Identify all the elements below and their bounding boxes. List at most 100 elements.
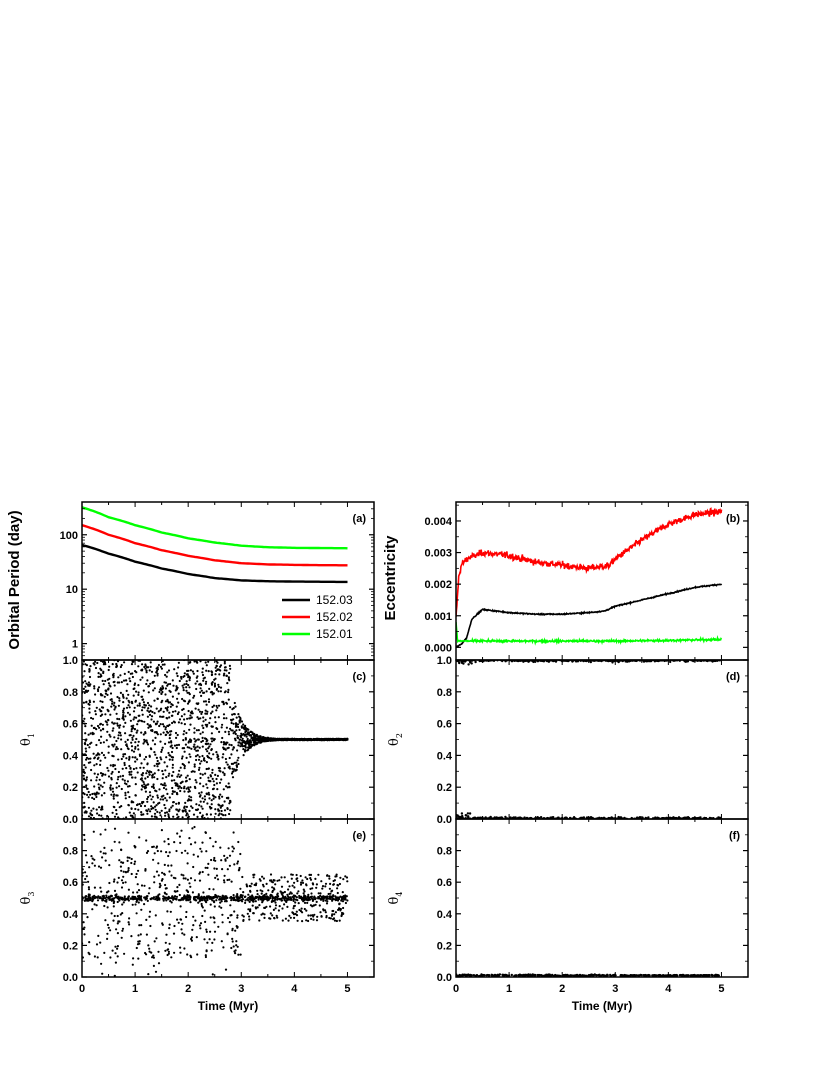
point: [186, 673, 189, 676]
point: [201, 736, 204, 740]
point: [312, 918, 315, 921]
point: [112, 755, 115, 758]
point: [218, 767, 222, 770]
point: [217, 758, 220, 761]
y-axis-title: θ3: [19, 892, 36, 905]
point: [338, 882, 341, 886]
ytick-label: 10: [66, 584, 78, 596]
point: [216, 727, 219, 731]
point: [168, 942, 171, 945]
point: [330, 914, 334, 917]
point: [168, 870, 171, 873]
point: [225, 669, 228, 672]
point: [116, 778, 119, 781]
point: [246, 912, 249, 915]
point: [223, 874, 226, 877]
point: [337, 897, 340, 900]
point: [595, 974, 598, 977]
point: [198, 766, 201, 769]
point: [197, 708, 200, 711]
point: [229, 809, 232, 812]
point: [166, 706, 169, 709]
series-line-a-0: [82, 543, 348, 584]
point: [100, 890, 103, 893]
point: [193, 727, 196, 730]
point: [223, 800, 226, 803]
point: [146, 812, 149, 815]
point: [139, 778, 142, 781]
point: [182, 675, 185, 679]
point: [183, 790, 186, 793]
point: [228, 671, 231, 675]
point: [230, 946, 233, 950]
point: [223, 898, 226, 901]
point: [171, 790, 174, 793]
point: [295, 873, 298, 877]
point: [100, 735, 103, 738]
point: [98, 814, 101, 817]
point: [178, 679, 181, 683]
point: [201, 667, 204, 670]
point: [203, 909, 206, 912]
point: [146, 763, 149, 766]
point: [154, 753, 157, 756]
point: [307, 738, 311, 741]
panel-d: 0.00.20.40.60.81.0(d)θ2: [387, 655, 749, 826]
point: [213, 867, 216, 870]
ytick-label: 0.004: [424, 516, 452, 528]
point: [83, 771, 86, 775]
point: [204, 896, 207, 899]
point: [121, 927, 125, 930]
point: [171, 679, 174, 682]
point: [161, 777, 164, 780]
point: [200, 712, 203, 716]
point: [103, 792, 106, 795]
point: [144, 777, 147, 780]
point: [141, 720, 144, 723]
point: [162, 731, 165, 734]
point: [104, 720, 107, 723]
point: [114, 961, 117, 964]
point: [100, 669, 103, 672]
point: [221, 894, 224, 897]
point: [96, 899, 100, 902]
point: [467, 663, 470, 666]
point: [147, 666, 150, 669]
point: [98, 806, 101, 809]
point: [146, 769, 149, 773]
point: [239, 887, 242, 890]
xtick-label: 1: [132, 983, 138, 995]
point: [161, 922, 164, 925]
point: [163, 840, 166, 843]
point: [92, 807, 95, 810]
point: [309, 877, 312, 880]
point: [151, 773, 155, 776]
point: [163, 663, 166, 666]
point: [131, 814, 134, 817]
point: [171, 710, 175, 713]
point: [275, 914, 278, 917]
point: [232, 746, 235, 749]
point: [197, 893, 200, 896]
point: [169, 730, 172, 733]
point: [87, 880, 90, 883]
point: [137, 740, 140, 743]
point: [205, 783, 208, 786]
point: [128, 811, 131, 814]
point: [235, 895, 238, 898]
point: [161, 723, 165, 726]
point: [334, 895, 337, 898]
point: [229, 914, 232, 917]
point: [134, 776, 137, 779]
point: [238, 866, 241, 870]
point: [165, 776, 168, 779]
point: [175, 672, 178, 675]
point: [227, 797, 230, 800]
point: [306, 877, 309, 881]
point: [90, 855, 93, 858]
point: [239, 734, 242, 738]
point: [167, 815, 170, 818]
point: [152, 689, 155, 692]
point: [261, 895, 265, 898]
point: [190, 939, 193, 942]
